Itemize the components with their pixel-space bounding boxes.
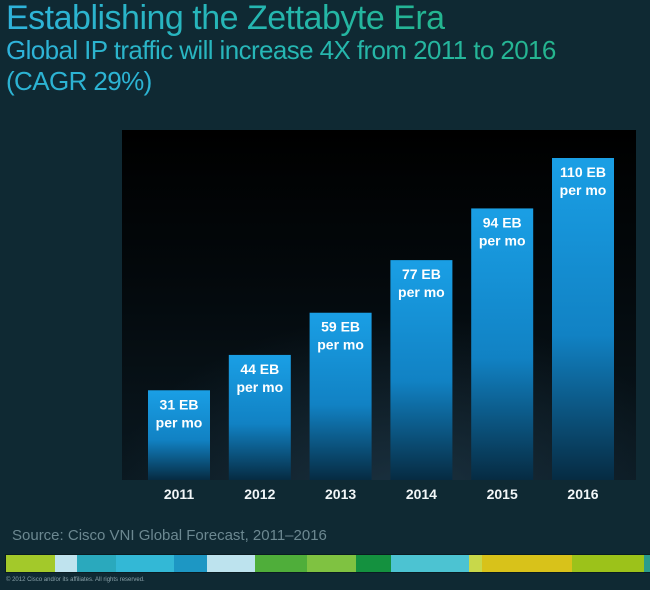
data-label-unit: per mo <box>560 182 607 198</box>
bar-2012 <box>228 354 291 480</box>
data-label-unit: per mo <box>156 414 203 430</box>
stripe-segment <box>255 555 307 572</box>
x-tick-label: 2013 <box>325 486 356 502</box>
x-tick-label: 2014 <box>406 486 437 502</box>
data-label-value: 31 EB <box>160 396 199 412</box>
data-label-value: 44 EB <box>240 361 279 377</box>
slide-subtitle: Global IP traffic will increase 4X from … <box>6 35 556 65</box>
footer-color-stripe <box>6 555 650 572</box>
data-label-value: 94 EB <box>483 214 522 230</box>
bar-chart: 31 EB per mo 44 EB per mo 59 EB per mo 77 EB pe… <box>148 158 614 502</box>
x-tick-label: 2015 <box>487 486 518 502</box>
data-label-unit: per mo <box>236 379 283 395</box>
x-tick-label: 2012 <box>244 486 275 502</box>
data-label-unit: per mo <box>479 232 526 248</box>
data-label-unit: per mo <box>398 284 445 300</box>
data-label-value: 77 EB <box>402 266 441 282</box>
stripe-segment <box>572 555 644 572</box>
data-label-value: 59 EB <box>321 319 360 335</box>
bars-group: 31 EB per mo 44 EB per mo 59 EB per mo 77 EB pe… <box>148 158 614 480</box>
bar-2015 <box>471 208 534 480</box>
stripe-segment <box>174 555 207 572</box>
x-axis-labels: 2011 2012 2013 2014 2015 2016 <box>164 486 599 502</box>
data-label-value: 110 EB <box>560 164 606 180</box>
bar-2014 <box>390 260 453 480</box>
stripe-segment <box>77 555 117 572</box>
stripe-segment <box>355 555 392 572</box>
stripe-segment <box>391 555 469 572</box>
stripe-segment <box>481 555 573 572</box>
stripe-segment <box>6 555 55 572</box>
bar-2011 <box>148 390 210 480</box>
x-tick-label: 2016 <box>567 486 598 502</box>
slide-subtitle-cagr: (CAGR 29%) <box>6 66 152 96</box>
stripe-segment <box>206 555 256 572</box>
slide-title: Establishing the Zettabyte Era <box>6 0 445 37</box>
copyright-notice: © 2012 Cisco and/or its affiliates. All … <box>6 577 145 583</box>
stripe-segment <box>116 555 175 572</box>
stripe-segment <box>643 555 650 572</box>
stripe-segment <box>54 555 78 572</box>
x-tick-label: 2011 <box>164 486 195 502</box>
source-note: Source: Cisco VNI Global Forecast, 2011–… <box>12 527 327 544</box>
bar-2013 <box>309 312 372 480</box>
bar-2016 <box>552 158 614 480</box>
data-label-unit: per mo <box>317 337 364 353</box>
stripe-segment <box>468 555 482 572</box>
stripe-segment <box>306 555 356 572</box>
